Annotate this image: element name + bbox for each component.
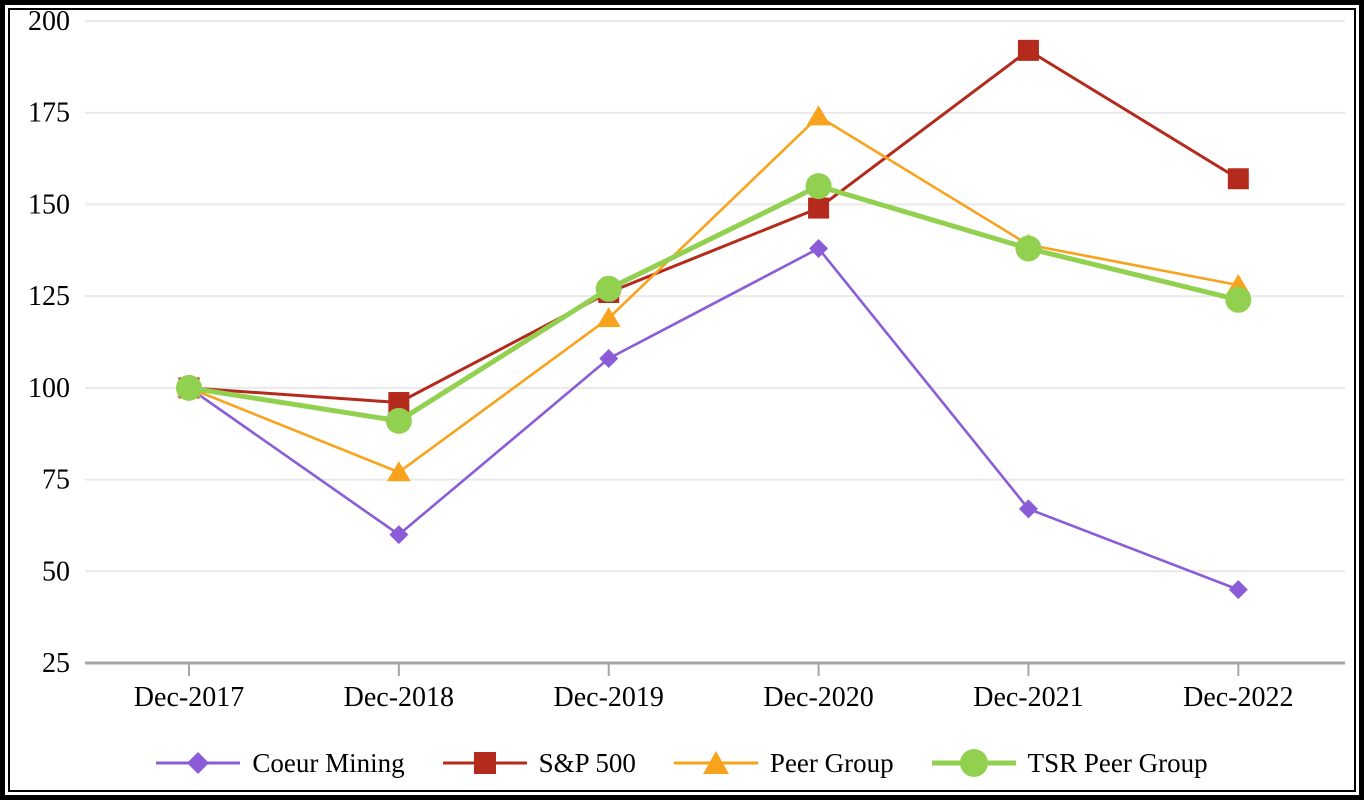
y-axis-tick-label: 75 — [42, 465, 70, 496]
diamond-legend-marker-icon — [156, 752, 241, 774]
legend-label: Coeur Mining — [252, 747, 405, 778]
data-point-marker — [1017, 39, 1039, 61]
x-axis-tick-label: Dec-2021 — [973, 682, 1083, 713]
data-point-marker — [388, 392, 410, 414]
square-legend-marker-icon — [442, 752, 527, 774]
legend-item-s-p-500: S&P 500 — [442, 745, 636, 781]
data-point-marker — [389, 525, 409, 545]
legend-item-coeur-mining: Coeur Mining — [156, 745, 405, 781]
y-axis-tick-label: 175 — [28, 98, 70, 129]
data-point-marker — [805, 173, 832, 200]
series-line-tsr-peer-group — [186, 183, 1241, 424]
data-point-marker — [809, 238, 829, 258]
legend-label: S&P 500 — [538, 747, 636, 778]
data-point-marker — [1015, 235, 1042, 262]
x-axis-tick-label: Dec-2019 — [554, 682, 664, 713]
chart-frame-inner: 25 50 75 100 125 150 175 200 Dec-2017 Dec-2018 Dec… — [8, 8, 1356, 792]
y-axis-tick-label: 50 — [42, 556, 70, 587]
data-point-marker — [595, 275, 622, 302]
data-point-marker — [1018, 499, 1038, 519]
x-axis-tick-label: Dec-2020 — [763, 682, 873, 713]
legend-item-peer-group: Peer Group — [673, 745, 894, 781]
data-point-marker — [1228, 580, 1248, 600]
data-point-marker — [386, 461, 411, 482]
circle-legend-marker-icon — [931, 749, 1016, 777]
y-axis-tick-label: 25 — [42, 648, 70, 679]
chart-legend: Coeur Mining S&P 500 Peer Group TSR Peer Gr… — [10, 740, 1354, 786]
y-axis-tick-label: 150 — [28, 189, 70, 220]
legend-item-tsr-peer-group: TSR Peer Group — [931, 745, 1208, 781]
x-axis-tick-label: Dec-2022 — [1183, 682, 1293, 713]
y-axis-tick-label: 200 — [28, 10, 70, 37]
series-line-coeur-mining — [187, 247, 1240, 591]
x-axis-tick-label: Dec-2018 — [344, 682, 454, 713]
y-axis-tick-label: 125 — [28, 281, 70, 312]
series-line-peer-group — [187, 115, 1240, 474]
data-point-marker — [1227, 168, 1249, 190]
x-axis-tick-label: Dec-2017 — [134, 682, 244, 713]
y-axis-tick-label: 100 — [28, 373, 70, 404]
data-point-marker — [176, 374, 202, 401]
data-point-marker — [385, 407, 412, 434]
legend-label: Peer Group — [769, 747, 894, 778]
triangle-legend-marker-icon — [673, 751, 758, 774]
legend-label: TSR Peer Group — [1027, 747, 1208, 778]
data-point-marker — [808, 197, 830, 219]
data-point-marker — [806, 105, 831, 126]
data-point-marker — [599, 349, 619, 369]
series-line-s-p-500 — [187, 48, 1240, 405]
performance-line-chart: 25 50 75 100 125 150 175 200 Dec-2017 Dec-2018 Dec… — [28, 10, 1345, 713]
data-point-marker — [596, 307, 621, 328]
data-point-marker — [1225, 286, 1252, 313]
